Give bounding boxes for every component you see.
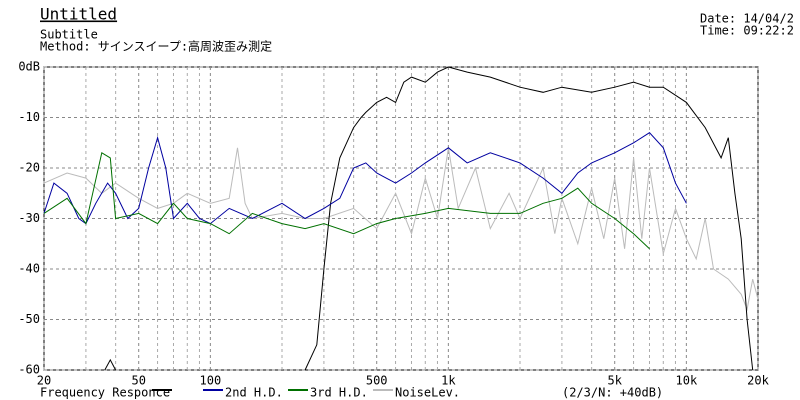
series-line [43,147,759,312]
x-tick-label: 20 [37,374,51,388]
x-tick-label: 20k [747,374,769,388]
legend-label: 2nd H.D. [225,386,283,400]
time: Time: 09:22:2 [700,24,794,38]
y-tick-label: -40 [18,262,40,276]
y-tick-label: -60 [18,363,40,377]
x-tick-label: 500 [366,374,388,388]
legend-note: (2/3/N: +40dB) [562,386,663,400]
legend-label: 3rd H.D. [310,386,368,400]
title: Untitled [40,5,117,24]
series-line [104,358,117,371]
x-tick-label: 1k [441,374,456,388]
x-tick-label: 100 [200,374,222,388]
x-tick-label: 50 [131,374,145,388]
series-line [43,132,687,225]
y-tick-label: -20 [18,161,40,175]
y-tick-label: -50 [18,312,40,326]
y-tick-label: -30 [18,211,40,225]
x-tick-label: 5k [607,374,622,388]
date: Date: 14/04/2 [700,12,794,26]
y-tick-label: -10 [18,110,40,124]
y-tick-label: 0dB [18,60,40,74]
legend-label: Frequency Responce [40,386,170,400]
legend-label: NoiseLev. [395,386,460,400]
x-tick-label: 10k [676,374,698,388]
subtitle: Subtitle [40,28,98,42]
series-line [43,152,650,250]
series-line [304,66,754,371]
method: Method: サインスイープ:高周波歪み測定 [40,39,272,54]
